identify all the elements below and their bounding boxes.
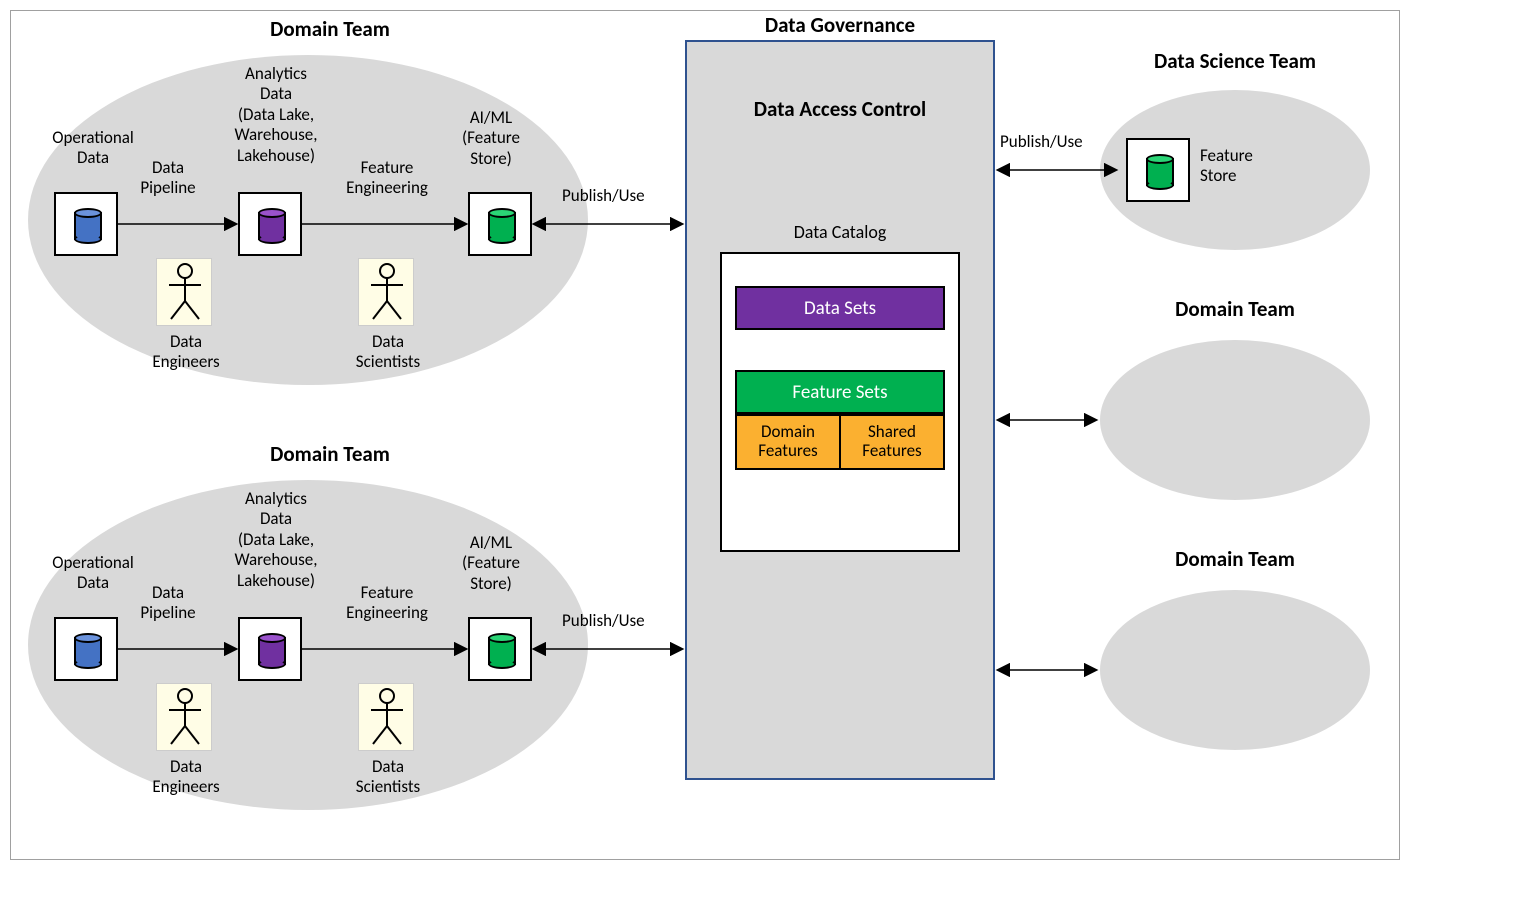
- label-data-catalog: Data Catalog: [760, 222, 920, 244]
- label-data-pipeline-1: Data Pipeline: [128, 158, 208, 199]
- cylinder-icon: [258, 633, 286, 669]
- person-icon: [363, 686, 411, 748]
- bar-shared-features: Shared Features: [839, 414, 945, 470]
- label-data-engineers-2: Data Engineers: [136, 757, 236, 798]
- label-data-pipeline-2: Data Pipeline: [128, 583, 208, 624]
- db-operational-1: [54, 192, 118, 256]
- person-icon: [161, 261, 209, 323]
- title-domain-team-right-1: Domain Team: [1125, 296, 1345, 322]
- title-domain-team-1: Domain Team: [230, 16, 430, 42]
- label-analytics-data-2: Analytics Data (Data Lake, Warehouse, La…: [216, 489, 336, 591]
- title-domain-team-right-2: Domain Team: [1125, 546, 1345, 572]
- domain-team-ellipse-right-2: [1100, 590, 1370, 750]
- label-feature-store: Feature Store: [1200, 146, 1290, 187]
- person-icon: [161, 686, 209, 748]
- label-analytics-data-1: Analytics Data (Data Lake, Warehouse, La…: [216, 64, 336, 166]
- cylinder-icon: [74, 633, 102, 669]
- title-data-science-team: Data Science Team: [1085, 48, 1385, 74]
- bar-domain-features: Domain Features: [735, 414, 841, 470]
- label-feature-engineering-2: Feature Engineering: [332, 583, 442, 624]
- label-publish-use-3: Publish/Use: [1000, 132, 1110, 152]
- cylinder-icon: [74, 208, 102, 244]
- db-operational-2: [54, 617, 118, 681]
- db-analytics-2: [238, 617, 302, 681]
- person-data-scientists-1: [358, 258, 414, 326]
- bar-feature-sets: Feature Sets: [735, 370, 945, 414]
- title-domain-team-2: Domain Team: [230, 441, 430, 467]
- db-analytics-1: [238, 192, 302, 256]
- domain-team-ellipse-right-1: [1100, 340, 1370, 500]
- cylinder-icon: [258, 208, 286, 244]
- person-data-scientists-2: [358, 683, 414, 751]
- label-data-engineers-1: Data Engineers: [136, 332, 236, 373]
- label-data-scientists-1: Data Scientists: [338, 332, 438, 373]
- diagram-canvas: Domain Team Data Governance Data Science…: [0, 0, 1540, 918]
- label-publish-use-2: Publish/Use: [562, 611, 672, 631]
- label-aiml-1: AI/ML (Feature Store): [446, 108, 536, 169]
- cylinder-icon: [488, 208, 516, 244]
- person-data-engineers-1: [156, 258, 212, 326]
- bar-data-sets: Data Sets: [735, 286, 945, 330]
- label-feature-engineering-1: Feature Engineering: [332, 158, 442, 199]
- title-data-governance: Data Governance: [740, 12, 940, 38]
- cylinder-icon: [488, 633, 516, 669]
- label-aiml-2: AI/ML (Feature Store): [446, 533, 536, 594]
- label-data-scientists-2: Data Scientists: [338, 757, 438, 798]
- label-publish-use-1: Publish/Use: [562, 186, 672, 206]
- db-feature-store: [1126, 138, 1190, 202]
- person-icon: [363, 261, 411, 323]
- person-data-engineers-2: [156, 683, 212, 751]
- title-data-access-control: Data Access Control: [700, 96, 980, 122]
- db-aiml-2: [468, 617, 532, 681]
- db-aiml-1: [468, 192, 532, 256]
- cylinder-icon: [1146, 154, 1174, 190]
